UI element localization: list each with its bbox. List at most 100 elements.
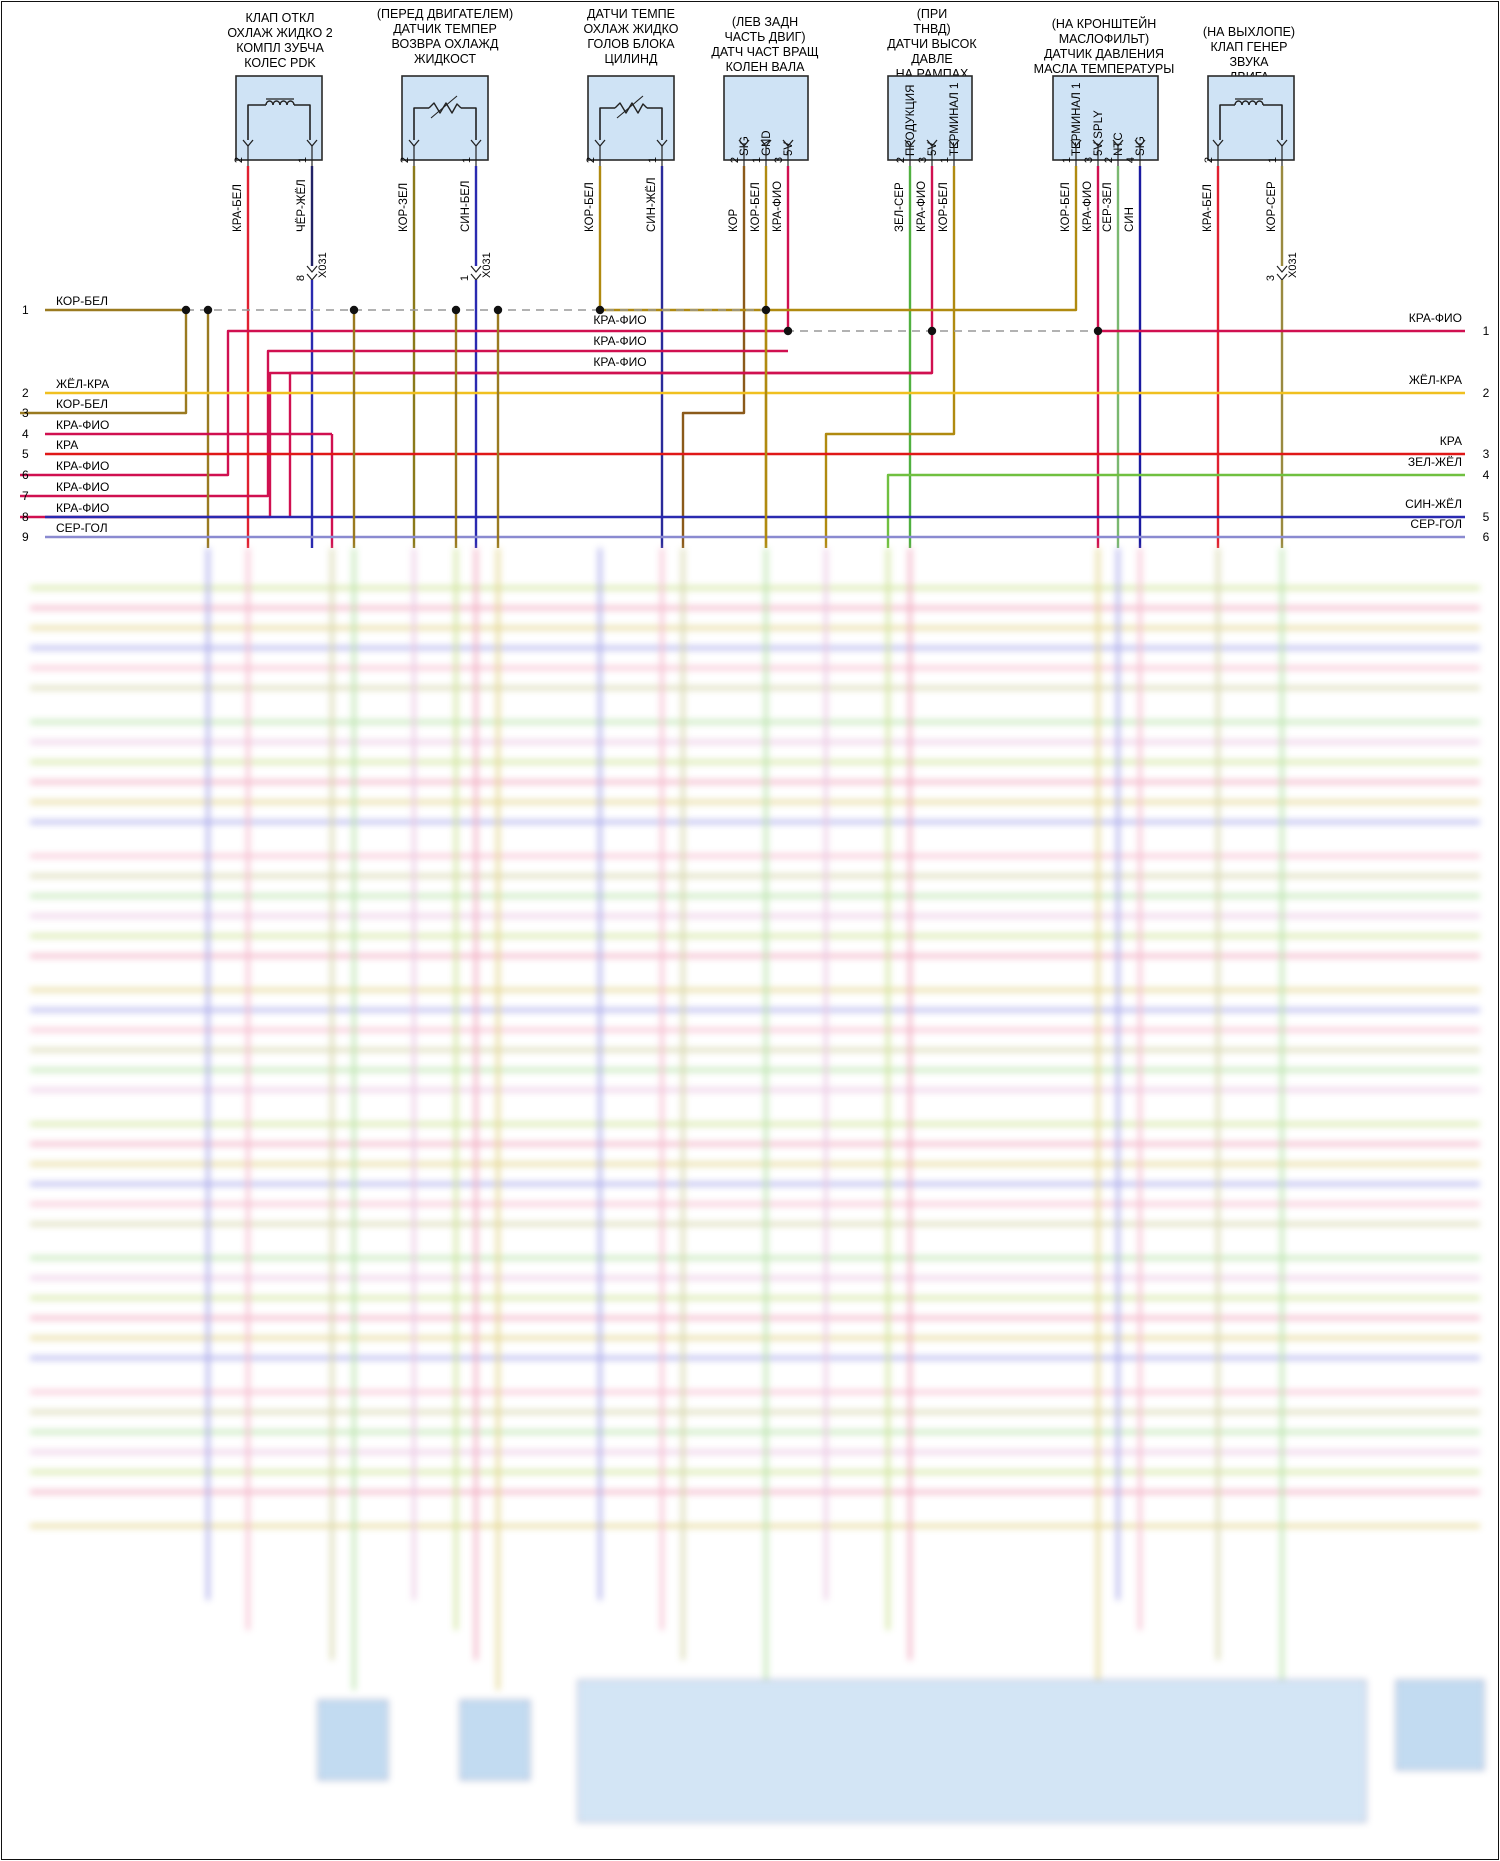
wire-color-label: КРА-ФИО bbox=[916, 181, 928, 232]
component-title: КОМПЛ ЗУБЧА bbox=[236, 41, 324, 55]
wire-color-label: КОР-СЕР bbox=[1266, 181, 1278, 232]
pin-label: 5V bbox=[927, 142, 939, 156]
component-title: (ПРИ bbox=[917, 7, 947, 21]
pin-number: 1 bbox=[751, 157, 763, 163]
right-bus-label: ЗЕЛ-ЖЁЛ bbox=[1408, 455, 1462, 469]
pin-number: 1 bbox=[647, 157, 659, 163]
pin-label: SIG bbox=[739, 136, 751, 156]
right-bus-number: 2 bbox=[1483, 386, 1490, 400]
thermistor-arrow bbox=[616, 95, 644, 119]
component-title: КОЛЕС PDK bbox=[244, 56, 316, 70]
pin-number: 2 bbox=[729, 157, 741, 163]
blurred-module-box bbox=[317, 1699, 389, 1781]
splice-wire-label: КРА-ФИО bbox=[593, 355, 646, 369]
pin-number: 1 bbox=[939, 157, 951, 163]
sensor-box bbox=[235, 75, 323, 161]
sensor-box bbox=[1207, 75, 1295, 161]
pin-number: 2 bbox=[1203, 157, 1215, 163]
right-bus-number: 1 bbox=[1483, 324, 1490, 338]
wire-color-label: КОР-БЕЛ bbox=[1060, 182, 1072, 232]
thermistor-lead bbox=[599, 107, 615, 140]
component-title: МАСЛА ТЕМПЕРАТУРЫ bbox=[1034, 62, 1175, 76]
wire-color-label: СИН-ЖЁЛ bbox=[646, 177, 658, 232]
pin-label: ТЕРМИНАЛ 1 bbox=[1071, 83, 1083, 156]
pin-label: 5V bbox=[783, 142, 795, 156]
left-bus-number: 1 bbox=[22, 303, 29, 317]
pin-number: 2 bbox=[895, 157, 907, 163]
left-bus-label: КРА bbox=[56, 438, 78, 452]
blurred-module-box bbox=[459, 1699, 531, 1781]
splice-dot bbox=[783, 326, 793, 336]
wire-color-label: СИН-БЕЛ bbox=[460, 181, 472, 232]
left-bus-label: КРА-ФИО bbox=[56, 480, 109, 494]
wire-color-label: КОР-ЗЕЛ bbox=[398, 183, 410, 232]
splice-dot bbox=[927, 326, 937, 336]
pin-number: 3 bbox=[773, 157, 785, 163]
right-bus-number: 3 bbox=[1483, 447, 1490, 461]
x031-connector-label: X031 bbox=[317, 252, 329, 278]
splice-wire-label: КРА-ФИО bbox=[593, 313, 646, 327]
pin-label: GND bbox=[761, 130, 773, 156]
component-title: КОЛЕН ВАЛА bbox=[726, 60, 806, 74]
component-title: ГОЛОВ БЛОКА bbox=[587, 37, 675, 51]
wire-color-label: КРА-ФИО bbox=[1082, 181, 1094, 232]
x031-pin-number: 3 bbox=[1265, 275, 1277, 281]
right-bus-label: СИН-ЖЁЛ bbox=[1405, 497, 1462, 511]
sensor-box bbox=[887, 75, 973, 161]
right-bus-label: КРА-ФИО bbox=[1409, 311, 1462, 325]
wire-kra-fio-loop bbox=[20, 329, 788, 477]
thermistor-lead bbox=[647, 107, 663, 140]
component-title: ЧАСТЬ ДВИГ) bbox=[724, 30, 805, 44]
splice-dot bbox=[349, 305, 359, 315]
right-bus-number: 5 bbox=[1483, 510, 1490, 524]
component-title: КЛАП ГЕНЕР bbox=[1211, 40, 1288, 54]
x031-pin-number: 1 bbox=[459, 275, 471, 281]
component-title: ДАТЧИК ДАВЛЕНИЯ bbox=[1044, 47, 1164, 61]
component-title: ЦИЛИНД bbox=[605, 52, 658, 66]
left-bus-label: ЖЁЛ-КРА bbox=[56, 377, 109, 391]
component-title: (НА ВЫХЛОПЕ) bbox=[1203, 25, 1295, 39]
wire-color-label: ЗЕЛ-СЕР bbox=[894, 182, 906, 232]
pin-label: ТЕРМИНАЛ 1 bbox=[949, 83, 961, 156]
blurred-module-box bbox=[577, 1679, 1367, 1823]
blurred-lower-schematic bbox=[30, 548, 1485, 1823]
pin-number: 1 bbox=[297, 157, 309, 163]
pin-label: 5V SPLY bbox=[1093, 110, 1105, 156]
splice-dot bbox=[203, 305, 213, 315]
thermistor-symbol bbox=[614, 102, 648, 114]
left-bus-number: 4 bbox=[22, 427, 29, 441]
thermistor-lead bbox=[413, 107, 429, 140]
component-7: (НА ВЫХЛОПЕ)КЛАП ГЕНЕРЗВУКАДВИГА2КРА-БЕЛ… bbox=[1202, 25, 1299, 281]
component-title: ДАТЧИ ТЕМПЕ bbox=[587, 7, 675, 21]
left-bus-label: СЕР-ГОЛ bbox=[56, 521, 108, 535]
left-bus-number: 3 bbox=[22, 406, 29, 420]
splice-dot bbox=[451, 305, 461, 315]
inline-connector bbox=[470, 265, 482, 281]
pin-number: 2 bbox=[399, 157, 411, 163]
sensor-box bbox=[401, 75, 489, 161]
component-title: ДАТЧИ ВЫСОК bbox=[887, 37, 977, 51]
thermistor-lead bbox=[461, 107, 477, 140]
left-bus-label: КОР-БЕЛ bbox=[56, 397, 108, 411]
bus-r4-zel-zhel bbox=[886, 473, 1465, 548]
wire-color-label: КОР bbox=[728, 208, 740, 232]
wire-kor bbox=[681, 166, 746, 548]
pin-number: 4 bbox=[1125, 157, 1137, 163]
component-title: ОХЛАЖ ЖИДКО 2 bbox=[227, 26, 332, 40]
left-bus-number: 7 bbox=[22, 489, 29, 503]
wire-color-label: КРА-БЕЛ bbox=[1202, 184, 1214, 232]
wire-kra-fio-loop bbox=[20, 349, 788, 498]
wire-kor-bel-drop bbox=[20, 310, 188, 415]
wire-color-label: СЕР-ЗЕЛ bbox=[1102, 182, 1114, 232]
splice-dot bbox=[761, 305, 771, 315]
wire-color-label: КРА-ФИО bbox=[772, 181, 784, 232]
splice-dot bbox=[595, 305, 605, 315]
splice-dot bbox=[181, 305, 191, 315]
pin-number: 1 bbox=[461, 157, 473, 163]
wire-color-label: КОР-БЕЛ bbox=[584, 182, 596, 232]
